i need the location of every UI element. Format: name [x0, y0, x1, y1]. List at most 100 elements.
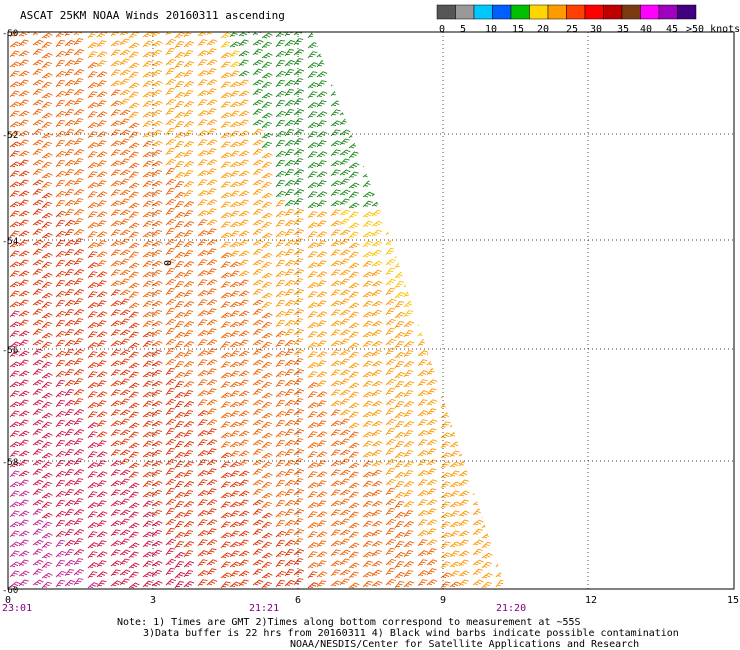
wind-barb [261, 161, 272, 169]
wind-barb [55, 370, 67, 378]
wind-barb [110, 60, 122, 67]
wind-barb [284, 419, 296, 427]
wind-barb [55, 150, 67, 158]
wind-barb [206, 499, 218, 506]
wind-barb [87, 182, 99, 189]
wind-barb [55, 430, 67, 438]
wind-barb [307, 142, 319, 149]
wind-barb [32, 479, 44, 486]
wind-barb [64, 69, 75, 77]
wind-barb [73, 298, 84, 306]
wind-barb [426, 388, 437, 396]
wind-barb [119, 338, 130, 346]
wind-barb [284, 539, 296, 547]
wind-barb [183, 581, 195, 588]
wind-barb [64, 529, 75, 537]
wind-barb [32, 379, 44, 386]
wind-barb [206, 328, 217, 336]
wind-barb [87, 202, 99, 209]
wind-barb [440, 501, 451, 509]
note-line-3: NOAA/NESDIS/Center for Satellite Applica… [290, 639, 640, 650]
wind-barb [55, 139, 66, 148]
wind-barb [229, 121, 241, 128]
wind-barb [32, 568, 43, 576]
wind-barb [238, 79, 249, 87]
wind-barb [307, 411, 318, 419]
plot-frame [7, 31, 735, 590]
wind-barb [252, 359, 264, 366]
wind-barb [165, 118, 177, 126]
wind-barb [206, 208, 217, 216]
wind-barb [32, 199, 44, 206]
wind-barb [403, 421, 415, 428]
wind-barb [403, 321, 415, 328]
wind-barb [220, 301, 231, 309]
wind-barb [41, 132, 53, 139]
wind-barb [64, 279, 76, 287]
wind-barb [330, 109, 341, 117]
wind-barb [9, 321, 21, 328]
wind-barb [165, 78, 177, 86]
wind-barb [18, 439, 29, 447]
wind-barb [9, 61, 21, 68]
wind-barb [73, 438, 84, 446]
wind-barb [9, 410, 20, 418]
wind-barb [220, 452, 232, 459]
wind-barb [197, 179, 208, 187]
wind-barb [371, 520, 383, 527]
wind-barb [128, 422, 140, 429]
wind-barb [87, 382, 99, 389]
wind-barb [165, 267, 176, 276]
wind-barb [293, 578, 304, 586]
wind-barb [165, 478, 177, 486]
wind-barb [128, 222, 140, 229]
wind-barb [110, 180, 122, 187]
wind-barb [394, 341, 405, 349]
wind-barb [9, 490, 20, 498]
wind-barb [151, 569, 162, 577]
wind-barb [18, 550, 30, 557]
wind-barb [238, 479, 249, 487]
wind-barb [206, 439, 218, 446]
wind-barb [238, 559, 249, 567]
wind-barb [151, 320, 163, 327]
wind-barb [481, 541, 492, 549]
wind-barb [9, 70, 20, 78]
wind-barb [206, 32, 217, 36]
wind-barb [183, 350, 194, 358]
wind-barb [238, 310, 250, 317]
wind-barb [403, 330, 414, 338]
wind-barb [197, 339, 208, 347]
wind-barb [261, 312, 273, 319]
wind-barb [128, 71, 139, 79]
wind-barb [417, 579, 428, 587]
wind-barb [316, 391, 328, 398]
wind-barb [18, 250, 30, 257]
wind-barb [18, 190, 30, 197]
wind-barb [261, 581, 272, 589]
wind-barb [64, 359, 76, 367]
wind-barb [41, 261, 52, 269]
wind-barb [362, 431, 374, 438]
wind-barb [307, 571, 318, 579]
wind-barb [220, 461, 231, 469]
wind-barb [64, 59, 76, 67]
wind-barb [348, 211, 359, 219]
wind-barb [119, 289, 131, 296]
wind-barb [197, 359, 208, 367]
wind-barb [197, 330, 209, 337]
wind-barb [371, 360, 383, 367]
wind-barb [229, 201, 241, 208]
wind-barb [417, 559, 428, 567]
wind-barb [119, 169, 131, 176]
wind-barb [261, 92, 273, 99]
wind-barb [293, 189, 305, 196]
wind-barb [64, 129, 75, 137]
wind-barb [293, 38, 304, 46]
wind-barb [55, 399, 66, 408]
wind-barb [9, 221, 21, 228]
wind-barb [316, 360, 327, 368]
wind-barb [197, 310, 209, 317]
wind-barb [252, 239, 264, 246]
wind-barb [87, 111, 98, 119]
